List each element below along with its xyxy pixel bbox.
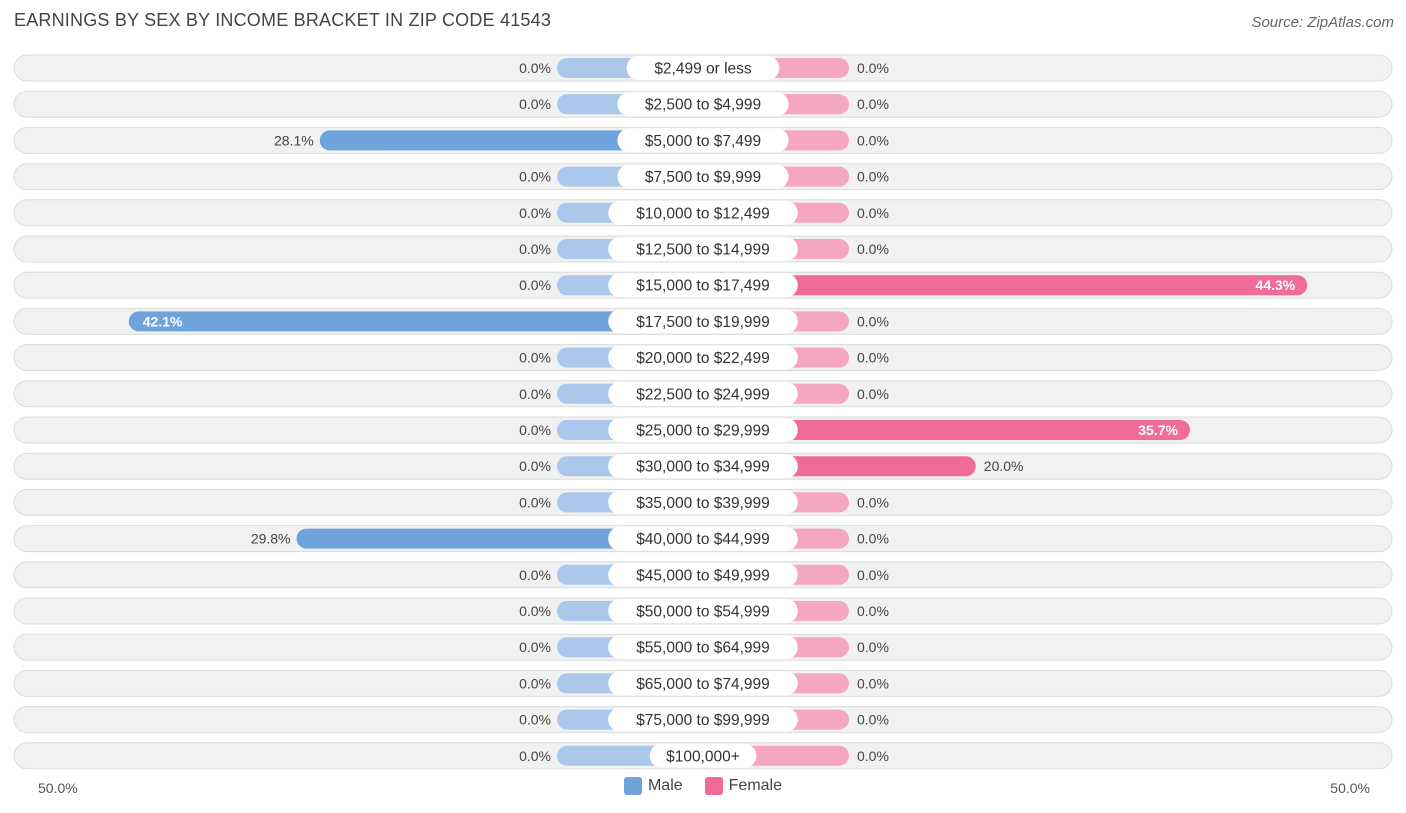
female-value-label: 0.0% [857, 748, 889, 764]
chart-source: Source: ZipAtlas.com [1251, 14, 1394, 31]
category-label: $7,500 to $9,999 [645, 169, 761, 186]
male-value-label: 0.0% [519, 458, 551, 474]
female-value-label: 0.0% [857, 96, 889, 112]
female-value-label: 0.0% [857, 60, 889, 76]
male-value-label: 0.0% [519, 350, 551, 366]
category-pill [649, 743, 757, 768]
chart-title: EARNINGS BY SEX BY INCOME BRACKET IN ZIP… [14, 10, 552, 30]
male-value-label: 0.0% [519, 96, 551, 112]
legend-label-male: Male [647, 777, 683, 794]
category-pill [608, 418, 798, 442]
male-value-label: 42.1% [143, 313, 183, 329]
female-value-label: 0.0% [857, 603, 889, 619]
female-value-label: 0.0% [857, 712, 889, 728]
male-value-label: 0.0% [519, 639, 551, 655]
axis-max-label: 50.0% [1330, 780, 1370, 796]
category-label: $100,000+ [666, 748, 740, 765]
category-label: $2,500 to $4,999 [645, 97, 761, 114]
male-value-label: 0.0% [519, 603, 551, 619]
category-label: $2,499 or less [654, 61, 752, 78]
category-pill [608, 200, 798, 225]
category-label: $25,000 to $29,999 [636, 423, 770, 440]
category-pill [626, 56, 780, 80]
category-pill [617, 128, 789, 153]
category-label: $45,000 to $49,999 [636, 567, 770, 584]
male-value-label: 0.0% [519, 494, 551, 510]
female-value-label: 0.0% [857, 205, 889, 221]
female-value-label: 20.0% [984, 458, 1024, 474]
category-pill [608, 237, 798, 261]
female-value-label: 0.0% [857, 494, 889, 510]
female-value-label: 0.0% [857, 169, 889, 185]
male-value-label: 0.0% [519, 241, 551, 257]
female-value-label: 0.0% [857, 241, 889, 257]
axis-min-label: 50.0% [38, 780, 78, 796]
category-label: $12,500 to $14,999 [636, 242, 770, 259]
female-value-label: 0.0% [857, 531, 889, 547]
legend-swatch-female [704, 777, 723, 795]
category-pill [608, 381, 798, 406]
category-pill [608, 309, 798, 334]
category-pill [608, 273, 798, 298]
female-bar[interactable] [703, 420, 1190, 440]
male-value-label: 0.0% [519, 386, 551, 402]
category-label: $40,000 to $44,999 [636, 531, 770, 548]
male-bar[interactable] [296, 528, 703, 549]
category-label: $75,000 to $99,999 [636, 712, 770, 729]
category-pill [617, 164, 789, 189]
female-value-label: 0.0% [857, 350, 889, 366]
female-value-label: 0.0% [857, 313, 889, 329]
female-value-label: 0.0% [857, 132, 889, 148]
category-label: $5,000 to $7,499 [645, 133, 761, 150]
male-value-label: 0.0% [519, 748, 551, 764]
male-value-label: 0.0% [519, 675, 551, 691]
legend-label-female: Female [728, 777, 783, 794]
category-label: $50,000 to $54,999 [636, 604, 770, 621]
female-value-label: 35.7% [1138, 422, 1178, 438]
male-bar[interactable] [128, 311, 704, 332]
male-value-label: 0.0% [519, 205, 551, 221]
female-value-label: 0.0% [857, 567, 889, 583]
category-label: $15,000 to $17,499 [636, 278, 770, 295]
category-label: $65,000 to $74,999 [636, 676, 770, 693]
legend-item-female[interactable]: Female [704, 777, 783, 795]
category-label: $17,500 to $19,999 [636, 314, 770, 331]
category-pill [608, 635, 798, 660]
male-value-label: 0.0% [519, 277, 551, 293]
female-value-label: 44.3% [1256, 277, 1296, 293]
category-pill [608, 526, 798, 551]
legend-swatch-male [623, 777, 642, 795]
male-value-label: 28.1% [274, 132, 314, 148]
category-label: $22,500 to $24,999 [636, 386, 770, 403]
male-value-label: 0.0% [519, 567, 551, 583]
male-value-label: 29.8% [251, 531, 291, 547]
male-value-label: 0.0% [519, 422, 551, 438]
category-label: $20,000 to $22,499 [636, 350, 770, 367]
male-bar[interactable] [319, 130, 703, 151]
male-value-label: 0.0% [519, 169, 551, 185]
category-label: $55,000 to $64,999 [636, 640, 770, 657]
category-pill [608, 345, 798, 370]
female-bar[interactable] [703, 275, 1308, 296]
category-label: $10,000 to $12,499 [636, 205, 770, 222]
category-pill [608, 671, 798, 696]
female-value-label: 0.0% [857, 675, 889, 691]
chart-canvas: $2,499 or less 0.0% 0.0% $2,500 to $4,999 0.… [13, 54, 1393, 770]
category-pill [608, 454, 798, 479]
category-pill [608, 599, 798, 623]
category-label: $30,000 to $34,999 [636, 459, 770, 476]
male-value-label: 0.0% [519, 712, 551, 728]
female-value-label: 0.0% [857, 639, 889, 655]
category-label: $35,000 to $39,999 [636, 495, 770, 512]
category-pill [608, 707, 798, 732]
legend-item-male[interactable]: Male [623, 777, 683, 795]
category-pill [608, 490, 798, 515]
male-value-label: 0.0% [519, 60, 551, 76]
category-pill [608, 562, 798, 587]
female-value-label: 0.0% [857, 386, 889, 402]
category-pill [617, 92, 789, 117]
legend: Male Female [0, 777, 1406, 795]
